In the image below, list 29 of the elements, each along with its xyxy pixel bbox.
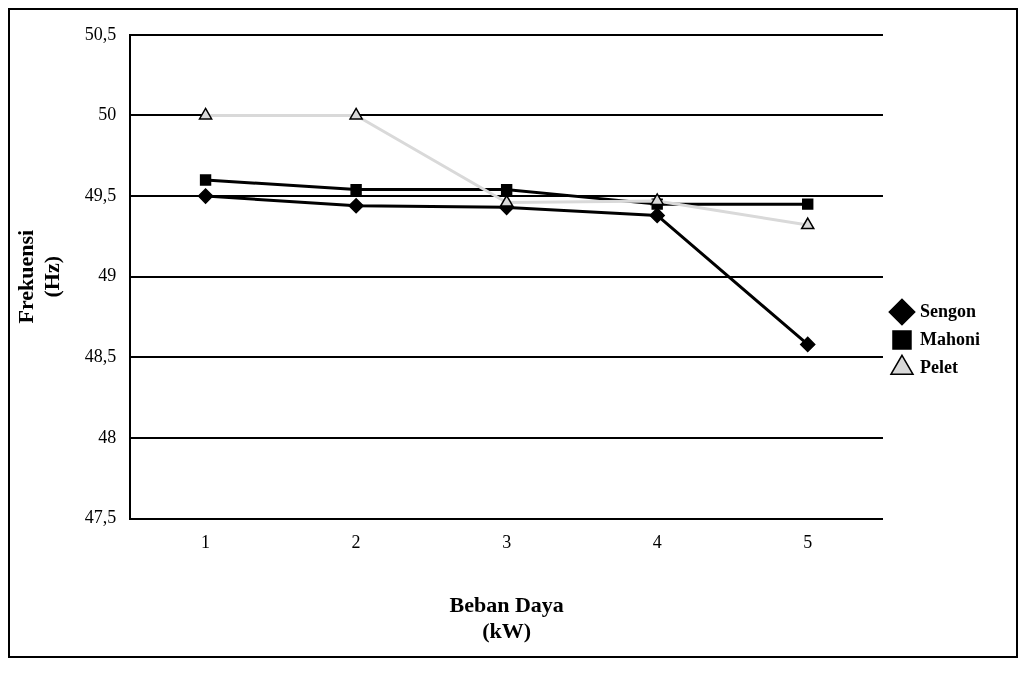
y-tick-label: 49 (98, 265, 117, 286)
point (649, 207, 665, 224)
legend-label: Sengon (919, 300, 977, 321)
y-axis-title: Frekuensi (Hz) (12, 229, 65, 324)
y-tick-label: 50,5 (84, 23, 117, 44)
y-tick-label: 48 (98, 426, 117, 447)
point (349, 107, 363, 120)
x-tick-label: 2 (351, 532, 361, 553)
point (197, 188, 214, 204)
point (198, 107, 213, 120)
y-tick-label: 47,5 (84, 507, 117, 528)
x-tick-label: 3 (502, 532, 512, 553)
legend-label: Mahoni (919, 328, 980, 349)
x-tick-label: 1 (201, 532, 211, 553)
point (799, 336, 816, 353)
point (802, 198, 814, 210)
x-tick-label: 5 (803, 532, 813, 553)
y-tick-label: 49,5 (84, 184, 117, 205)
y-tick-label: 48,5 (84, 346, 117, 367)
point (500, 183, 513, 196)
point (650, 193, 664, 206)
point (350, 183, 362, 196)
point (348, 197, 364, 214)
legend-label: Pelet (919, 356, 958, 377)
point (199, 174, 212, 186)
x-axis-title: Beban Daya (kW) (449, 592, 564, 644)
point (800, 217, 815, 230)
x-tick-label: 4 (652, 532, 662, 553)
y-tick-label: 50 (98, 104, 117, 125)
